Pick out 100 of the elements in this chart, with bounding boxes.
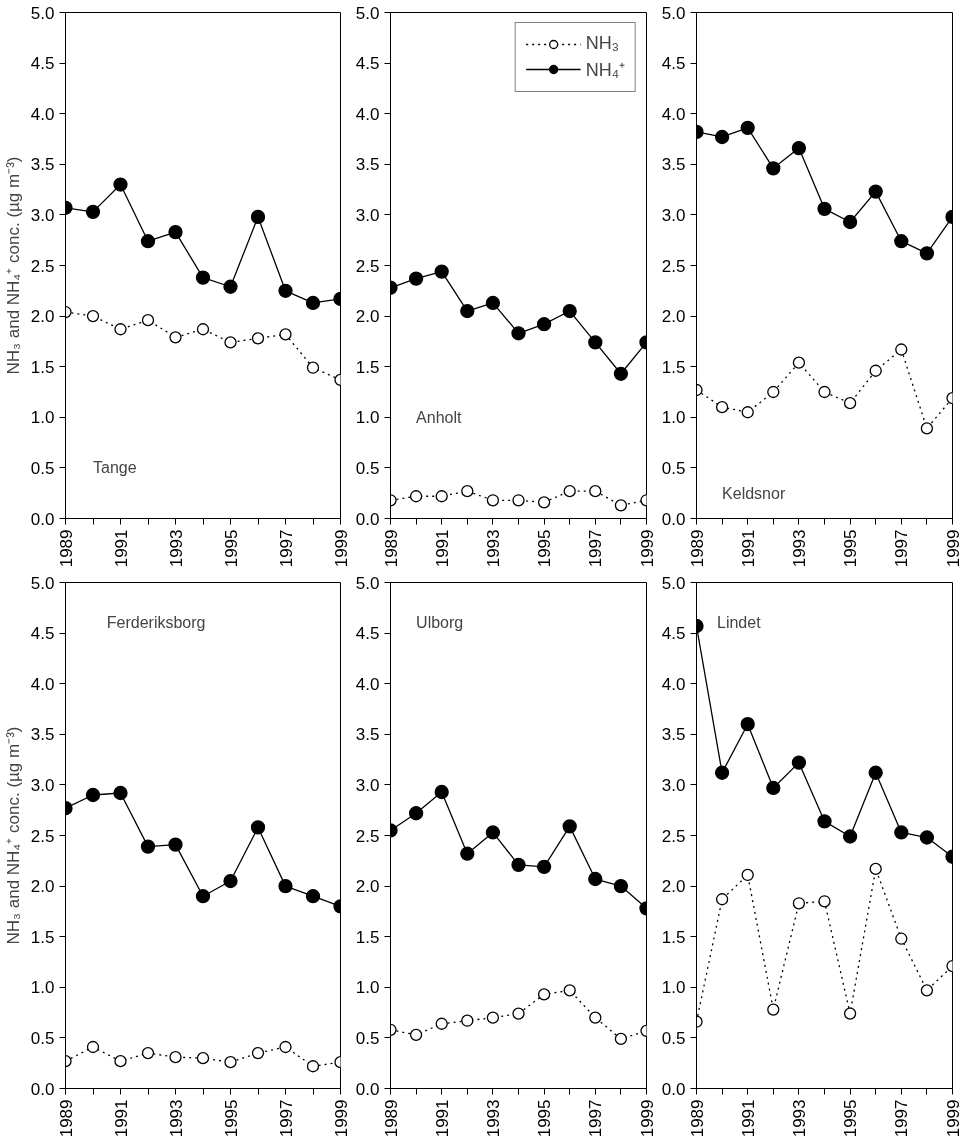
x-tick-label: 1989 xyxy=(687,529,707,568)
y-tick-label: 4.0 xyxy=(661,104,686,124)
y-tick-label: 2.5 xyxy=(661,826,686,846)
y-tick-label: 4.5 xyxy=(355,624,380,644)
y-tick-label: 1.0 xyxy=(661,978,686,998)
x-tick-label: 1995 xyxy=(221,1099,241,1138)
y-axis-title: NH₃ and NH₄⁺ conc. (µg m⁻³) xyxy=(3,156,23,375)
y-tick-label: 0.5 xyxy=(355,1028,380,1048)
y-tick-label: 0.0 xyxy=(661,509,686,529)
legend-label: NH₄⁺ xyxy=(585,59,625,81)
x-tick-label: 1999 xyxy=(331,1099,351,1138)
annotation: Tange xyxy=(93,459,137,477)
y-tick-label: 0.5 xyxy=(661,458,686,478)
y-tick-label: 3.5 xyxy=(661,725,686,745)
x-tick-label: 1993 xyxy=(166,1099,186,1138)
x-tick-label: 1999 xyxy=(637,529,657,568)
y-tick-label: 1.5 xyxy=(30,357,55,377)
y-tick-label: 1.0 xyxy=(355,408,380,428)
annotation: Lindet xyxy=(716,614,762,632)
annotation: Ulborg xyxy=(416,614,464,632)
x-tick-label: 1993 xyxy=(166,529,186,568)
x-tick-label: 1991 xyxy=(111,1099,131,1138)
y-tick-label: 2.5 xyxy=(30,826,55,846)
y-tick-label: 3.0 xyxy=(355,205,380,225)
x-tick-label: 1995 xyxy=(841,529,861,568)
y-tick-label: 2.5 xyxy=(355,256,380,276)
x-tick-label: 1989 xyxy=(381,1099,401,1138)
x-tick-label: 1995 xyxy=(535,1099,555,1138)
x-tick-label: 1995 xyxy=(221,529,241,568)
y-tick-label: 0.5 xyxy=(30,458,55,478)
x-tick-label: 1997 xyxy=(586,1099,606,1138)
y-tick-label: 5.0 xyxy=(661,573,686,593)
x-tick-label: 1999 xyxy=(637,1099,657,1138)
y-tick-label: 5.0 xyxy=(661,3,686,23)
y-tick-label: 1.0 xyxy=(30,978,55,998)
y-tick-label: 0.0 xyxy=(355,509,380,529)
y-tick-label: 4.0 xyxy=(30,104,55,124)
y-tick-label: 5.0 xyxy=(30,3,55,23)
x-tick-label: 1995 xyxy=(535,529,555,568)
y-tick-label: 1.5 xyxy=(661,357,686,377)
y-tick-label: 4.5 xyxy=(661,624,686,644)
y-tick-label: 2.0 xyxy=(30,307,55,327)
y-tick-label: 3.0 xyxy=(30,775,55,795)
x-tick-label: 1991 xyxy=(738,529,758,568)
y-tick-label: 3.0 xyxy=(661,205,686,225)
y-axis-title: NH₃ and NH₄⁺ conc. (µg m⁻³) xyxy=(3,726,23,945)
x-tick-label: 1991 xyxy=(432,1099,452,1138)
x-tick-label: 1997 xyxy=(276,529,296,568)
y-tick-label: 0.5 xyxy=(30,1028,55,1048)
annotation: Ferderiksborg xyxy=(106,614,206,632)
annotation: Anholt xyxy=(416,408,463,426)
legend-label: NH₃ xyxy=(585,33,619,54)
y-tick-label: 1.5 xyxy=(661,927,686,947)
x-tick-label: 1997 xyxy=(586,529,606,568)
x-tick-label: 1997 xyxy=(892,1099,912,1138)
x-tick-label: 1993 xyxy=(483,529,503,568)
x-tick-label: 1993 xyxy=(789,1099,809,1138)
y-tick-label: 4.5 xyxy=(661,54,686,74)
y-tick-label: 5.0 xyxy=(355,3,380,23)
x-tick-label: 1999 xyxy=(943,529,963,568)
y-tick-label: 2.0 xyxy=(661,877,686,897)
y-tick-label: 0.0 xyxy=(30,1079,55,1099)
y-tick-label: 3.0 xyxy=(355,775,380,795)
y-tick-label: 3.5 xyxy=(30,155,55,175)
y-tick-label: 0.0 xyxy=(30,509,55,529)
y-tick-label: 3.5 xyxy=(355,725,380,745)
y-tick-label: 3.5 xyxy=(355,155,380,175)
y-tick-label: 0.0 xyxy=(661,1079,686,1099)
x-tick-label: 1993 xyxy=(789,529,809,568)
y-tick-label: 1.5 xyxy=(355,357,380,377)
y-tick-label: 2.5 xyxy=(30,256,55,276)
y-tick-label: 0.5 xyxy=(355,458,380,478)
x-tick-label: 1991 xyxy=(432,529,452,568)
y-tick-label: 5.0 xyxy=(30,573,55,593)
y-tick-label: 3.0 xyxy=(661,775,686,795)
x-tick-label: 1993 xyxy=(483,1099,503,1138)
y-tick-label: 4.5 xyxy=(30,54,55,74)
x-tick-label: 1991 xyxy=(738,1099,758,1138)
x-tick-label: 1989 xyxy=(381,529,401,568)
x-tick-label: 1989 xyxy=(687,1099,707,1138)
y-tick-label: 1.5 xyxy=(30,927,55,947)
y-tick-label: 0.0 xyxy=(355,1079,380,1099)
y-tick-label: 2.0 xyxy=(661,307,686,327)
y-tick-label: 4.0 xyxy=(355,104,380,124)
y-tick-label: 1.0 xyxy=(661,408,686,428)
y-tick-label: 2.0 xyxy=(355,877,380,897)
y-tick-label: 2.5 xyxy=(661,256,686,276)
y-tick-label: 1.0 xyxy=(355,978,380,998)
x-tick-label: 1999 xyxy=(943,1099,963,1138)
x-tick-label: 1997 xyxy=(892,529,912,568)
y-tick-label: 3.5 xyxy=(30,725,55,745)
y-tick-label: 4.5 xyxy=(355,54,380,74)
y-tick-label: 5.0 xyxy=(355,573,380,593)
y-tick-label: 3.5 xyxy=(661,155,686,175)
y-tick-label: 2.5 xyxy=(355,826,380,846)
y-tick-label: 1.5 xyxy=(355,927,380,947)
x-tick-label: 1997 xyxy=(276,1099,296,1138)
y-tick-label: 4.0 xyxy=(355,674,380,694)
y-tick-label: 4.0 xyxy=(661,674,686,694)
x-tick-label: 1989 xyxy=(56,529,76,568)
